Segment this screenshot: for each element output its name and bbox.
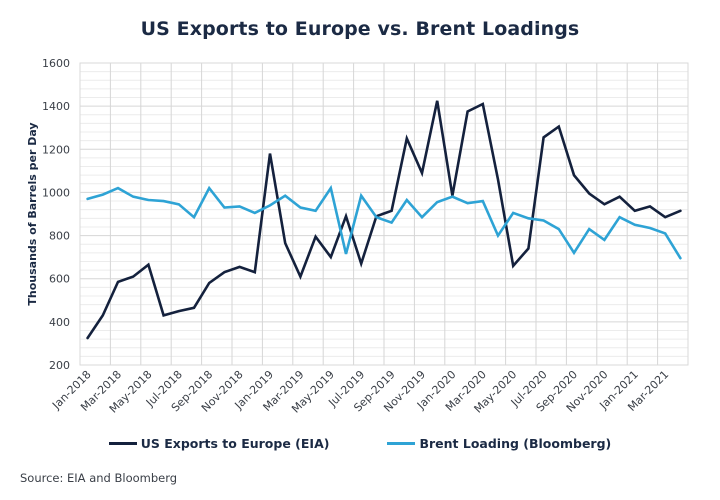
y-axis-tick-labels: 200 400 600 800 1000 1200 1400 1600 <box>42 57 70 372</box>
y-axis-title: Thousands of Barrels per Day <box>26 122 39 305</box>
y-tick-label: 1200 <box>42 143 70 156</box>
y-tick-label: 600 <box>49 273 70 286</box>
legend-swatch-brent-loading <box>387 442 416 445</box>
series-line-us-exports <box>86 100 682 340</box>
legend-item-us-exports[interactable]: US Exports to Europe (EIA) <box>108 436 330 451</box>
y-tick-label: 200 <box>49 359 70 372</box>
legend-label-brent-loading: Brent Loading (Bloomberg) <box>419 436 612 451</box>
legend: US Exports to Europe (EIA) Brent Loading… <box>0 436 720 451</box>
legend-label-us-exports: US Exports to Europe (EIA) <box>140 436 330 451</box>
y-tick-label: 1600 <box>42 57 70 70</box>
y-tick-label: 1000 <box>42 186 70 199</box>
series-line-brent-loading <box>86 184 682 260</box>
vertical-gridlines <box>109 63 659 365</box>
y-tick-label: 800 <box>49 230 70 243</box>
source-note: Source: EIA and Bloomberg <box>20 471 178 485</box>
plot-area-frame <box>79 62 689 366</box>
series-lines <box>86 100 682 340</box>
legend-item-brent-loading[interactable]: Brent Loading (Bloomberg) <box>387 436 611 451</box>
x-axis-tick-labels: Jan-2018Mar-2018May-2018Jul-2018Sep-2018… <box>49 368 671 416</box>
legend-swatch-us-exports <box>108 442 137 445</box>
chart-title: US Exports to Europe vs. Brent Loadings <box>140 18 580 40</box>
y-tick-label: 400 <box>49 316 70 329</box>
y-tick-label: 1400 <box>42 100 70 113</box>
